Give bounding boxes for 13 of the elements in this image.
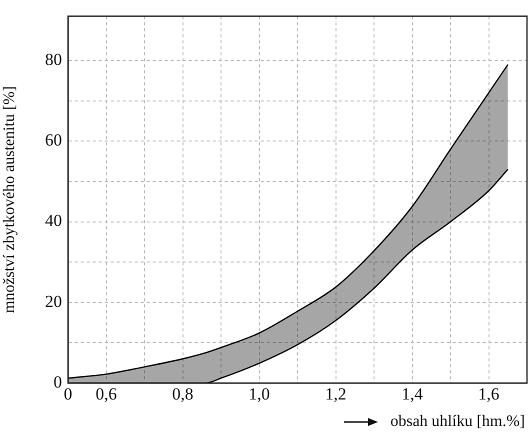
x-tick-label: 0,8	[172, 384, 194, 404]
x-tick-label: 1,2	[325, 384, 346, 404]
y-tick-label: 40	[45, 211, 62, 230]
y-tick-label: 0	[54, 372, 62, 392]
y-tick-label: 60	[45, 130, 62, 150]
x-axis-title: obsah uhlíku [hm.%]	[390, 413, 525, 431]
y-tick-label: 20	[45, 292, 62, 311]
x-tick-label: 0,6	[96, 384, 117, 404]
x-tick-label: 1,4	[402, 384, 424, 404]
y-axis-title: množství zbytkového austenitu [%]	[0, 86, 18, 314]
x-tick-label: 1,0	[248, 384, 270, 404]
x-tick-label: 1,6	[478, 384, 500, 404]
y-tick-label: 80	[45, 50, 62, 70]
